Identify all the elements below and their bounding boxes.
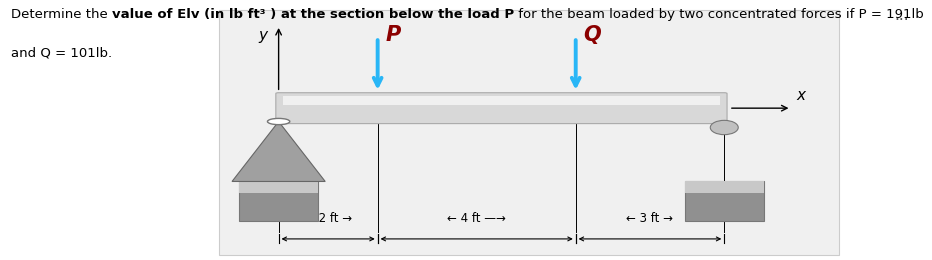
Bar bbox=[685, 181, 764, 220]
FancyBboxPatch shape bbox=[219, 10, 839, 255]
Text: for the beam loaded by two concentrated forces if P = 191lb: for the beam loaded by two concentrated … bbox=[514, 8, 924, 21]
Bar bbox=[283, 96, 720, 105]
Text: ← 4 ft —→: ← 4 ft —→ bbox=[447, 212, 506, 225]
Circle shape bbox=[267, 118, 290, 125]
Ellipse shape bbox=[710, 120, 738, 135]
Text: x: x bbox=[796, 88, 805, 103]
Text: ← 3 ft →: ← 3 ft → bbox=[626, 212, 674, 225]
Text: and Q = 101lb.: and Q = 101lb. bbox=[11, 47, 113, 60]
Text: Q: Q bbox=[583, 25, 601, 45]
Polygon shape bbox=[232, 121, 325, 181]
Text: value of Elv (in lb ft³ ) at the section below the load P: value of Elv (in lb ft³ ) at the section… bbox=[112, 8, 514, 21]
Text: y: y bbox=[258, 28, 267, 42]
Text: Determine the: Determine the bbox=[11, 8, 112, 21]
Bar bbox=[685, 181, 764, 193]
Bar bbox=[239, 181, 318, 220]
FancyBboxPatch shape bbox=[276, 93, 727, 124]
Text: P: P bbox=[385, 25, 401, 45]
Text: ...: ... bbox=[894, 8, 909, 23]
Bar bbox=[239, 181, 318, 193]
Text: ← 2 ft →: ← 2 ft → bbox=[305, 212, 351, 225]
